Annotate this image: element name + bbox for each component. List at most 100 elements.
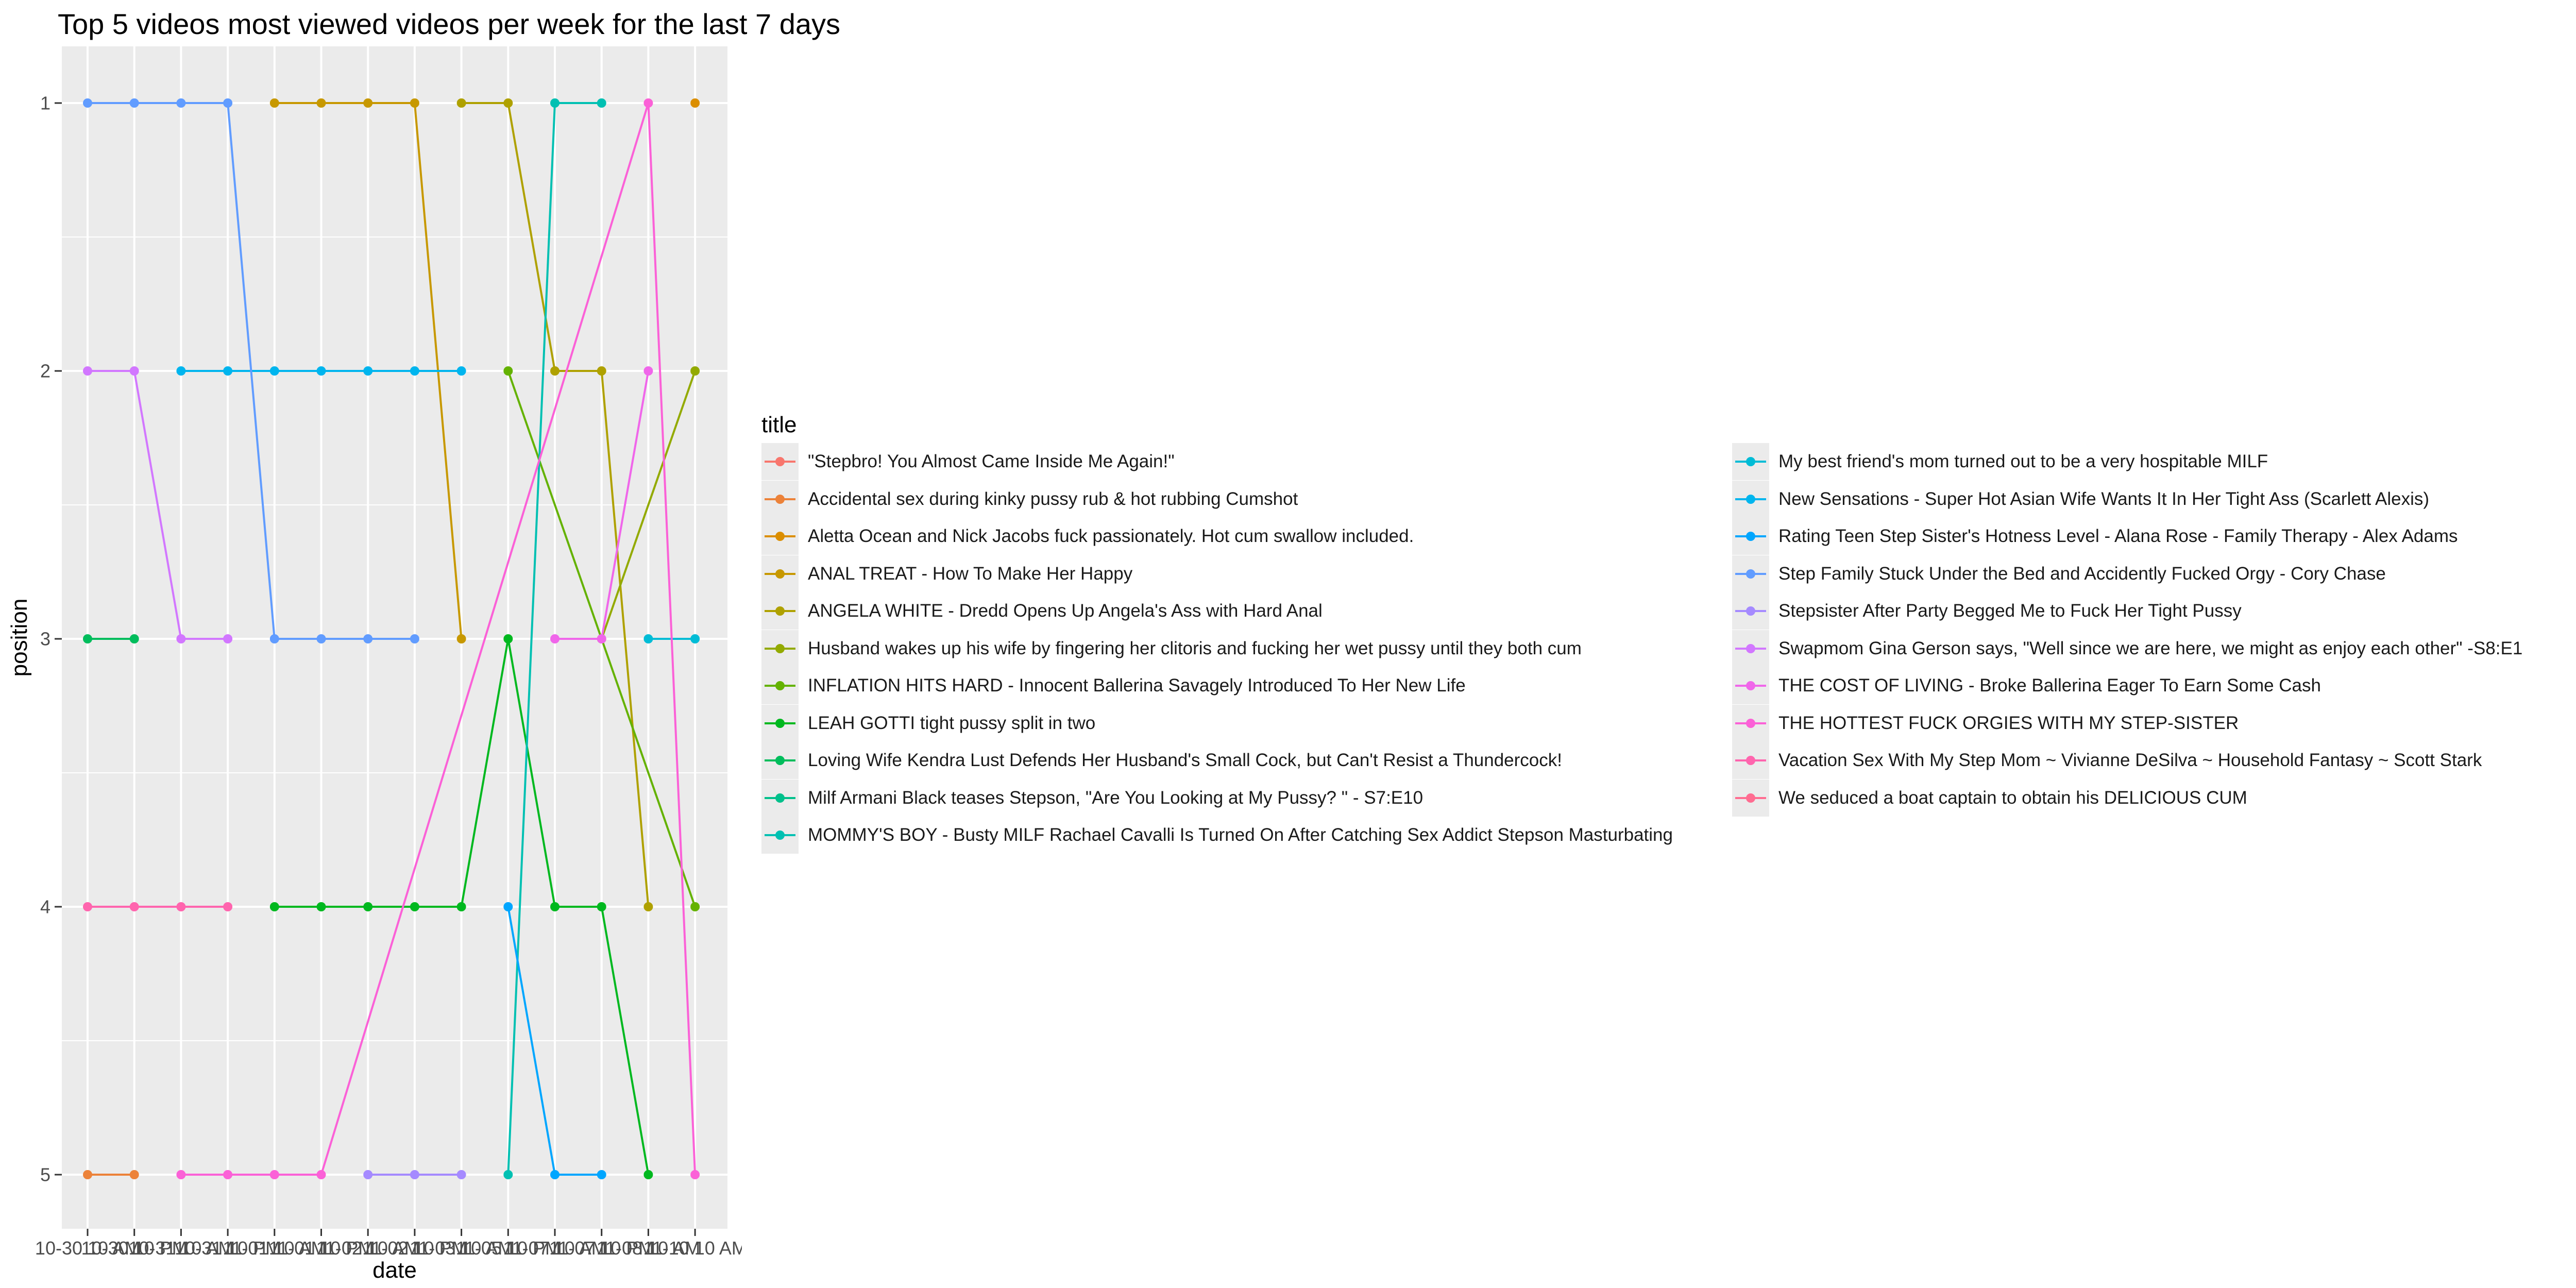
legend-key-point [1746,681,1755,691]
legend-key-point [775,643,785,653]
legend-item: INFLATION HITS HARD - Innocent Ballerina… [761,667,1673,705]
legend-column-right: My best friend's mom turned out to be a … [1732,443,2522,817]
data-point [316,366,326,376]
legend-column-left: "Stepbro! You Almost Came Inside Me Agai… [761,443,1673,854]
legend-key [1732,443,1769,481]
legend-item: Swapmom Gina Gerson says, "Well since we… [1732,630,2522,668]
legend-item: Accidental sex during kinky pussy rub & … [761,480,1673,518]
x-tick-label: 10-30 10 PM [81,1238,188,1259]
x-tick-label: 10-31 10 PM [175,1238,281,1259]
legend-label: THE COST OF LIVING - Broke Ballerina Eag… [1778,675,2321,696]
legend-key [761,667,799,705]
legend-label: We seduced a boat captain to obtain his … [1778,787,2247,808]
y-tick-label: 5 [40,1164,50,1185]
x-tick-label: 11-02 10 AM [316,1238,419,1259]
data-point [223,1170,233,1179]
data-point [503,902,513,911]
y-axis-ticks: 1 2 3 4 5 [40,93,62,1185]
data-point [456,1170,466,1179]
x-tick-label: 11-10 10 AM [643,1238,742,1259]
legend-key-point [775,569,785,579]
legend-item: LEAH GOTTI tight pussy split in two [761,704,1673,742]
x-tick-label: 11-08 10 AM [597,1238,700,1259]
legend-key [1732,779,1769,817]
legend-key [761,817,799,854]
x-tick-label: 11-01 10 PM [269,1238,374,1259]
legend-key [761,518,799,555]
series-10 [503,98,606,1179]
legend-label: Rating Teen Step Sister's Hotness Level … [1778,526,2458,547]
data-point [690,98,700,108]
legend-item: THE COST OF LIVING - Broke Ballerina Eag… [1732,667,2522,705]
x-tick-label: 11-02 10 PM [362,1238,467,1259]
legend-key [1732,742,1769,779]
data-point [129,98,139,108]
data-point [690,366,700,376]
data-point [363,634,373,643]
legend-item: MOMMY'S BOY - Busty MILF Rachael Cavalli… [761,817,1673,854]
legend-key-point [775,681,785,691]
data-point [643,1170,653,1179]
x-tick-label: 11-03 10 AM [410,1238,513,1259]
data-point [550,98,560,108]
legend-label: Swapmom Gina Gerson says, "Well since we… [1778,638,2523,658]
legend-key [761,592,799,630]
legend-label: Aletta Ocean and Nick Jacobs fuck passio… [808,526,1414,547]
legend-key [761,480,799,518]
data-point [550,634,560,643]
legend-item: Step Family Stuck Under the Bed and Acci… [1732,555,2522,593]
legend-label: Step Family Stuck Under the Bed and Acci… [1778,563,2386,584]
legend-item: We seduced a boat captain to obtain his … [1732,779,2522,817]
series-line [88,102,415,640]
data-point [176,634,186,643]
data-point [503,1170,513,1179]
data-point [690,634,700,643]
legend-key [761,630,799,667]
data-point [503,634,513,643]
legend-label: ANAL TREAT - How To Make Her Happy [808,563,1133,584]
legend-item: My best friend's mom turned out to be a … [1732,443,2522,481]
data-point [643,366,653,376]
series-line [600,370,696,639]
legend-label: INFLATION HITS HARD - Innocent Ballerina… [808,675,1466,696]
legend-key-point [775,756,785,766]
data-point [363,1170,373,1179]
x-tick-label: 11-07 10 AM [503,1238,606,1259]
legend-label: Milf Armani Black teases Stepson, "Are Y… [808,787,1423,808]
x-tick-label: 10-30 10 AM [35,1238,140,1259]
x-tick-label: 11-01 10 AM [223,1238,326,1259]
legend-label: Loving Wife Kendra Lust Defends Her Husb… [808,750,1562,771]
data-point [597,366,606,376]
series-lines [83,98,700,1179]
y-tick-label: 3 [40,629,50,650]
series-14 [83,98,419,643]
legend-key-point [775,606,785,616]
data-point [176,1170,186,1179]
data-point [550,902,560,911]
data-point [456,98,466,108]
legend-key [761,443,799,481]
legend-key-point [775,793,785,803]
data-point [456,902,466,911]
data-point [410,634,419,643]
legend-key-point [1746,569,1755,579]
y-tick-label: 1 [40,93,50,114]
legend-item: ANAL TREAT - How To Make Her Happy [761,555,1673,593]
data-point [269,634,279,643]
legend-key-point [1746,793,1755,803]
legend-key-point [775,457,785,467]
data-point [269,98,279,108]
legend-key [1732,555,1769,592]
legend-item: Husband wakes up his wife by fingering h… [761,630,1673,668]
legend-label: New Sensations - Super Hot Asian Wife Wa… [1778,488,2430,509]
data-point [176,366,186,376]
data-point [223,366,233,376]
series-3 [269,98,466,643]
series-17 [550,366,653,643]
data-point [550,366,560,376]
legend-item: THE HOTTEST FUCK ORGIES WITH MY STEP-SIS… [1732,704,2522,742]
data-point [316,1170,326,1179]
legend-item: New Sensations - Super Hot Asian Wife Wa… [1732,480,2522,518]
